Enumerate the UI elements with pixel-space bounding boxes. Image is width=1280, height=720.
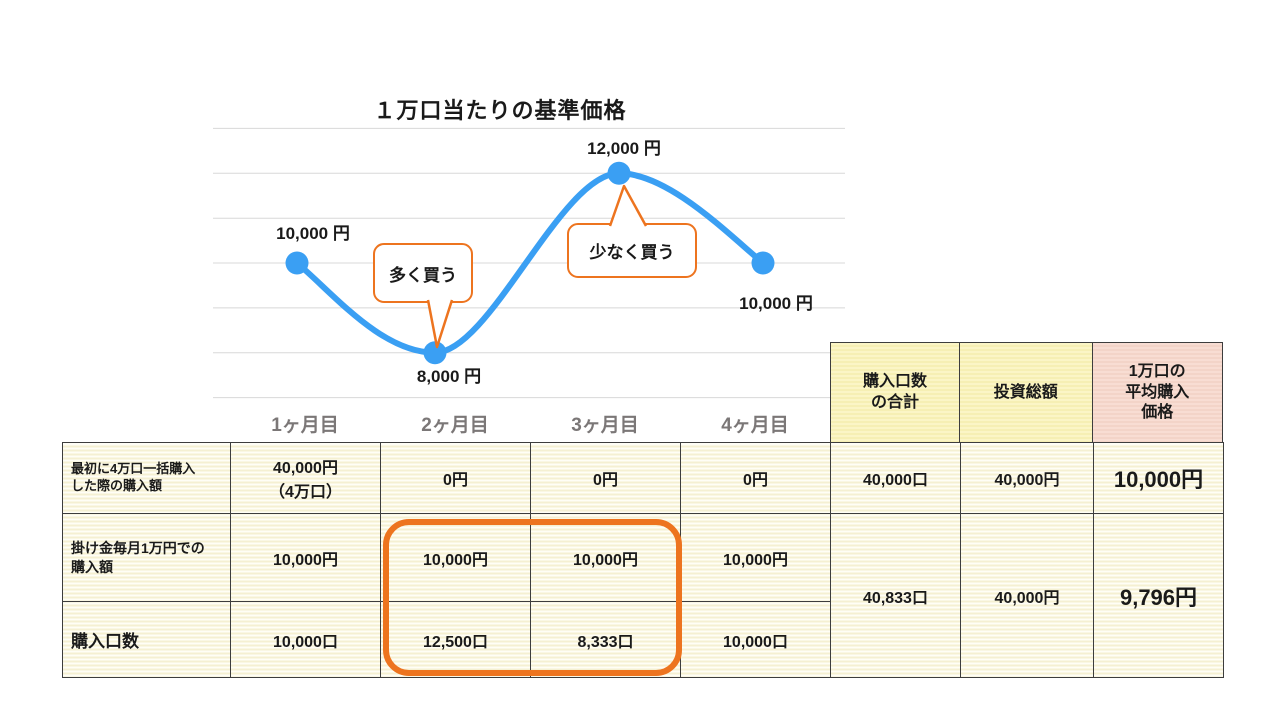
point-label-month2: 8,000 円	[416, 367, 482, 386]
callout-buy-more: 多く買う	[373, 243, 473, 303]
point-label-month1: 10,000 円	[276, 224, 350, 243]
table-cell: 40,000円 （4万口）	[230, 442, 381, 514]
table-cell: 0円	[680, 442, 831, 514]
chart-line	[294, 170, 766, 356]
table-cell-invest-total: 40,000円	[960, 442, 1094, 514]
table-cell-merged-avg-price: 9,796円	[1093, 513, 1224, 678]
x-axis-label-month4: 4ヶ月目	[721, 415, 789, 436]
table-cell: 0円	[380, 442, 531, 514]
table-cell: 10,000口	[230, 601, 381, 678]
callout-buy-more-text: 多く買う	[389, 265, 457, 285]
callout-buy-less-text: 少なく買う	[589, 243, 675, 262]
summary-header-row: 購入口数 の合計 投資総額 1万口の 平均購入 価格	[830, 342, 1226, 444]
row-header-monthly-amount: 掛け金毎月1万円での 購入額	[62, 513, 231, 602]
table-cell: 8,333口	[530, 601, 681, 678]
header-avg-price: 1万口の 平均購入 価格	[1091, 342, 1223, 444]
table-cell: 10,000円	[530, 513, 681, 602]
x-axis-label-month3: 3ヶ月目	[571, 415, 639, 436]
table-cell-merged-units-total: 40,833口	[830, 513, 961, 678]
chart-point	[423, 341, 447, 365]
header-units-total: 購入口数 の合計	[830, 342, 960, 444]
table-cell: 10,000円	[380, 513, 531, 602]
point-label-month3: 12,000 円	[587, 139, 661, 158]
table-cell: 10,000円	[230, 513, 381, 602]
table-cell: 10,000円	[680, 513, 831, 602]
table-row-monthly-amount: 掛け金毎月1万円での 購入額 10,000円 10,000円 10,000円 1…	[62, 513, 1224, 678]
point-label-month4: 10,000 円	[739, 294, 813, 313]
table-cell-avg-price: 10,000円	[1093, 442, 1224, 514]
chart-point	[285, 251, 309, 275]
header-invest-total: 投資総額	[958, 342, 1093, 444]
chart-point	[607, 161, 631, 185]
table-row-lump-sum: 最初に4万口一括購入 した際の購入額 40,000円 （4万口） 0円 0円 0…	[62, 442, 1224, 514]
table-cell: 12,500口	[380, 601, 531, 678]
x-axis-label-month2: 2ヶ月目	[421, 415, 489, 436]
callout-buy-less: 少なく買う	[567, 223, 697, 278]
table-cell: 10,000口	[680, 601, 831, 678]
row-header-lump-sum: 最初に4万口一括購入 した際の購入額	[62, 442, 231, 514]
table-cell: 0円	[530, 442, 681, 514]
chart-title: １万口当たりの基準価格	[373, 98, 627, 123]
table-cell-units-total: 40,000口	[830, 442, 961, 514]
table-row-units-bought: 購入口数 10,000口 12,500口 8,333口 10,000口	[62, 601, 1224, 678]
table-cell-merged-invest-total: 40,000円	[960, 513, 1094, 678]
chart-point	[751, 251, 775, 275]
x-axis-label-month1: 1ヶ月目	[271, 415, 339, 436]
row-header-units-bought: 購入口数	[62, 601, 231, 678]
dca-comparison-table: 最初に4万口一括購入 した際の購入額 40,000円 （4万口） 0円 0円 0…	[62, 442, 1224, 678]
